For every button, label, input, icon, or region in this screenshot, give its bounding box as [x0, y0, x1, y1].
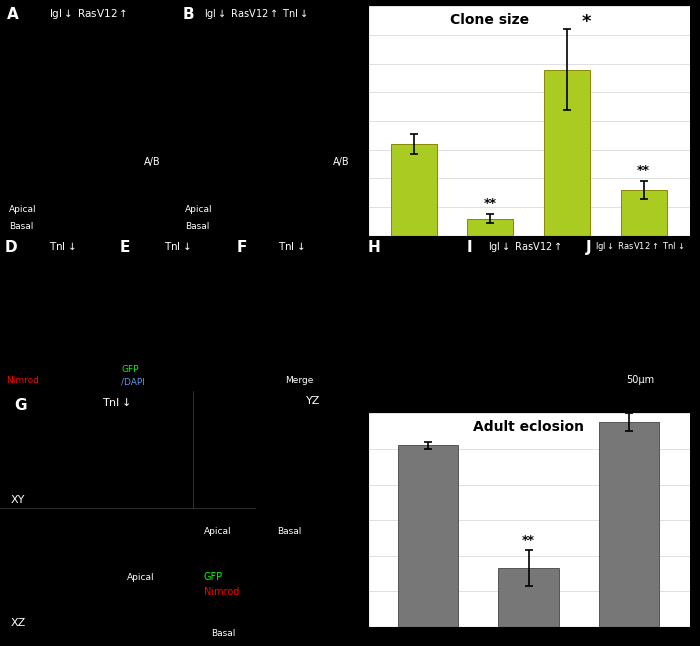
Bar — [599, 422, 659, 627]
Text: Merge: Merge — [285, 376, 314, 385]
Text: Basal: Basal — [211, 629, 235, 638]
Bar — [620, 190, 666, 236]
Text: Apical: Apical — [185, 205, 212, 214]
Text: Basal: Basal — [8, 222, 33, 231]
Text: **: ** — [637, 164, 650, 177]
Text: *: * — [582, 14, 591, 32]
Text: TnI$\downarrow$: TnI$\downarrow$ — [102, 396, 130, 408]
Text: GFP: GFP — [204, 572, 223, 581]
Text: **: ** — [522, 534, 535, 547]
Text: Basal: Basal — [185, 222, 209, 231]
Text: G: G — [15, 399, 27, 413]
Text: H: H — [368, 240, 381, 255]
Text: XY: XY — [11, 495, 25, 505]
Text: /DAPI: /DAPI — [121, 378, 145, 386]
Text: Basal: Basal — [276, 526, 301, 536]
Text: TnI$\downarrow$: TnI$\downarrow$ — [164, 240, 190, 251]
Text: lgl$\downarrow$ RasV12$\uparrow$ TnI$\downarrow$: lgl$\downarrow$ RasV12$\uparrow$ TnI$\do… — [595, 240, 685, 253]
Text: YZ: YZ — [306, 396, 320, 406]
Text: B: B — [183, 7, 195, 22]
Text: TnI$\downarrow$: TnI$\downarrow$ — [48, 240, 75, 251]
Text: A/B: A/B — [144, 157, 160, 167]
Text: A/B: A/B — [333, 157, 349, 167]
Bar — [544, 70, 590, 236]
Text: TnI$\downarrow$: TnI$\downarrow$ — [277, 240, 304, 251]
Text: lgl$\downarrow$ RasV12$\uparrow$: lgl$\downarrow$ RasV12$\uparrow$ — [488, 240, 562, 255]
Text: Nimrod: Nimrod — [6, 376, 38, 385]
Bar — [467, 218, 513, 236]
Text: K: K — [323, 387, 336, 405]
Text: A: A — [7, 7, 19, 22]
Text: GFP: GFP — [121, 365, 139, 374]
Bar — [498, 568, 559, 627]
Text: Apical: Apical — [8, 205, 36, 214]
Text: I: I — [467, 240, 473, 255]
Text: 50μm: 50μm — [626, 375, 654, 385]
Text: XZ: XZ — [11, 618, 26, 627]
Y-axis label: %GFP/DAPI: %GFP/DAPI — [325, 89, 338, 154]
Bar — [398, 446, 458, 627]
Bar — [391, 144, 437, 236]
Text: F: F — [237, 240, 246, 255]
Text: Apical: Apical — [204, 526, 232, 536]
Text: J: J — [586, 240, 592, 255]
Text: Clone size: Clone size — [450, 14, 529, 27]
Text: lgl$\downarrow$ RasV12$\uparrow$ TnI$\downarrow$: lgl$\downarrow$ RasV12$\uparrow$ TnI$\do… — [204, 7, 307, 21]
Text: Apical: Apical — [127, 572, 155, 581]
Text: **: ** — [484, 197, 497, 210]
Text: Nimrod: Nimrod — [204, 587, 239, 597]
Text: lgl$\downarrow$ RasV12$\uparrow$: lgl$\downarrow$ RasV12$\uparrow$ — [49, 7, 127, 21]
Text: Adult eclosion: Adult eclosion — [473, 420, 584, 434]
Text: E: E — [120, 240, 130, 255]
Text: D: D — [5, 240, 18, 255]
